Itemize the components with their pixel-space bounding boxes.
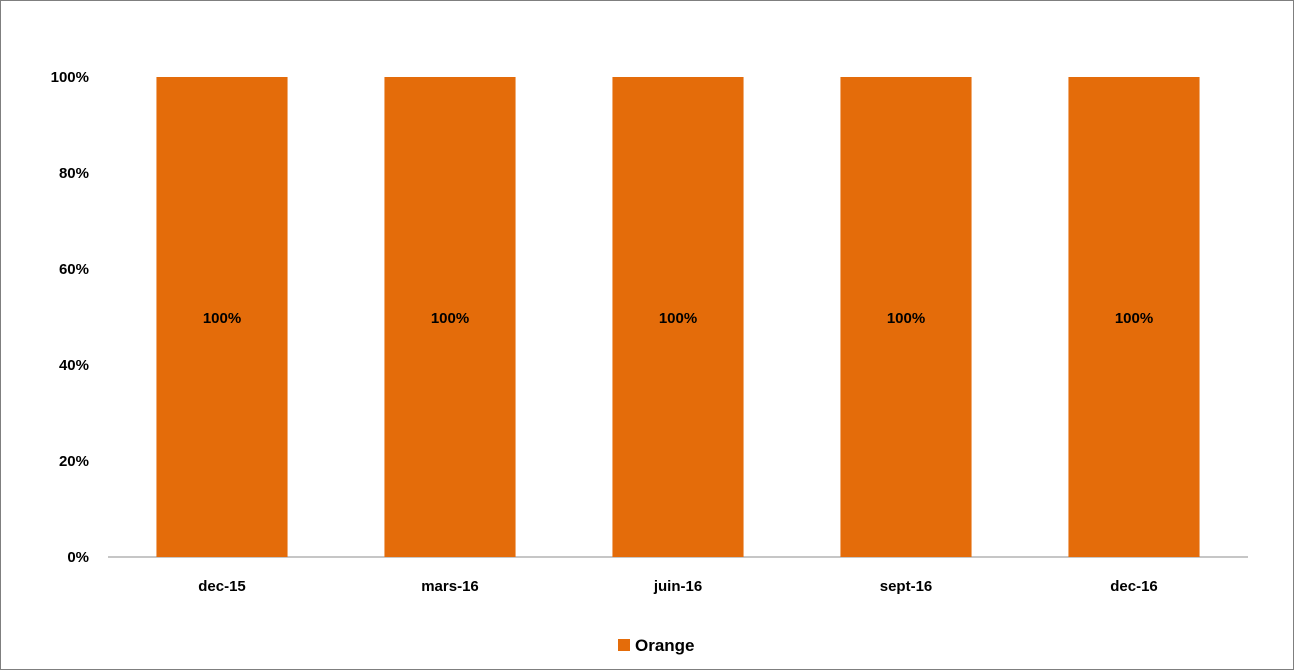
y-tick-label: 20% [59, 453, 89, 470]
legend-label: Orange [635, 636, 695, 655]
y-tick-label: 80% [59, 165, 89, 182]
bar-data-label: 100% [887, 310, 925, 327]
bar-data-label: 100% [1115, 310, 1153, 327]
bar [840, 77, 972, 557]
bar [1068, 77, 1200, 557]
bar-data-label: 100% [203, 310, 241, 327]
y-tick-label: 0% [67, 549, 89, 566]
bar [156, 77, 288, 557]
bar [612, 77, 744, 557]
bar-data-label: 100% [659, 310, 697, 327]
y-tick-label: 60% [59, 261, 89, 278]
x-category-label: dec-16 [1110, 578, 1158, 595]
x-category-label: sept-16 [880, 578, 933, 595]
y-tick-label: 100% [51, 69, 89, 86]
x-category-label: mars-16 [421, 578, 479, 595]
legend-swatch [618, 639, 630, 651]
bar-data-label: 100% [431, 310, 469, 327]
x-category-label: dec-15 [198, 578, 246, 595]
y-tick-label: 40% [59, 357, 89, 374]
bar [384, 77, 516, 557]
x-category-label: juin-16 [653, 578, 702, 595]
